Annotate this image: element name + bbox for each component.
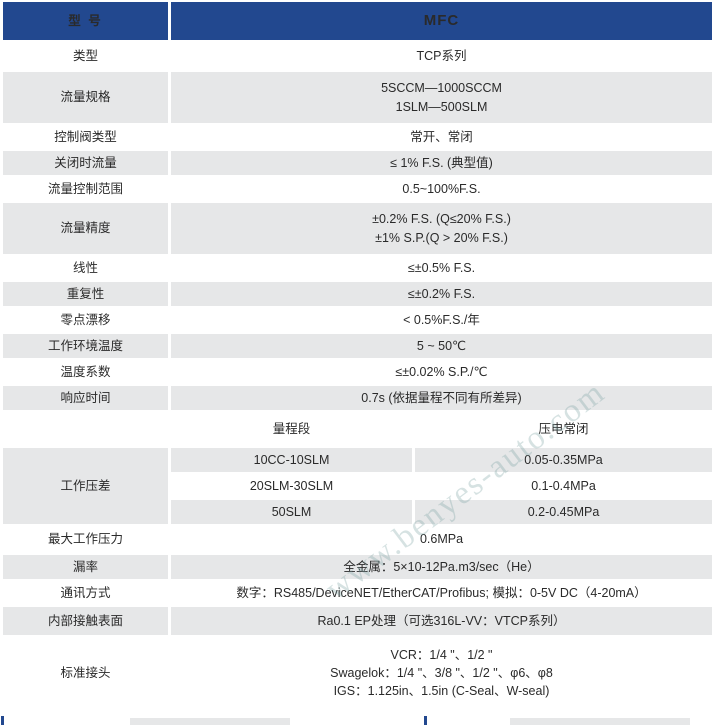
table-row: 通讯方式 数字：RS485/DeviceNET/EtherCAT/Profibu… xyxy=(3,581,712,605)
table-row: 漏率 全金属：5×10-12Pa.m3/sec（He） xyxy=(3,555,712,579)
pressure-value: 0.1-0.4MPa xyxy=(415,474,712,498)
row-value-line: ≤±0.2% F.S. xyxy=(407,286,476,301)
row-value-line: 5 ~ 50℃ xyxy=(416,338,467,353)
row-label: 零点漂移 xyxy=(3,308,168,332)
row-value-line: 数字：RS485/DeviceNET/EtherCAT/Profibus; 模拟… xyxy=(236,585,647,600)
row-label: 通讯方式 xyxy=(3,581,168,605)
row-value: 0.7s (依据量程不同有所差异) xyxy=(171,386,712,410)
table-row: 响应时间 0.7s (依据量程不同有所差异) xyxy=(3,386,712,410)
table-row: 流量精度 ±0.2% F.S. (Q≤20% F.S.) ±1% S.P.(Q … xyxy=(3,203,712,254)
row-label: 温度系数 xyxy=(3,360,168,384)
row-value: TCP系列 xyxy=(171,42,712,70)
table-header-row: 型 号 MFC xyxy=(3,2,712,40)
row-value-line: < 0.5%F.S./年 xyxy=(403,312,480,327)
pressure-range: 10CC-10SLM xyxy=(171,448,412,472)
pressure-block-spacer xyxy=(3,412,168,446)
row-value-line: 0.6MPa xyxy=(419,532,464,547)
row-label: 响应时间 xyxy=(3,386,168,410)
row-label: 最大工作压力 xyxy=(3,526,168,553)
row-value-line: 常开、常闭 xyxy=(410,129,473,144)
row-value-line: Ra0.1 EP处理（可选316L-VV：VTCP系列） xyxy=(317,613,566,628)
row-value: 常开、常闭 xyxy=(171,125,712,149)
row-label: 线性 xyxy=(3,256,168,280)
row-label: 内部接触表面 xyxy=(3,607,168,635)
pressure-subheader-pressure: 压电常闭 xyxy=(415,412,712,446)
row-value-line: ±1% S.P.(Q > 20% F.S.) xyxy=(375,230,508,245)
row-label: 流量控制范围 xyxy=(3,177,168,201)
row-label: 工作环境温度 xyxy=(3,334,168,358)
row-value-line: 5SCCM—1000SCCM xyxy=(381,81,502,96)
pressure-row: 工作压差 10CC-10SLM 0.05-0.35MPa xyxy=(3,448,712,524)
row-value-line: IGS：1.125in、1.5in (C-Seal、W-seal) xyxy=(333,684,550,699)
row-value-line: VCR：1/4 "、1/2 " xyxy=(390,647,493,662)
row-value-line: ±0.2% F.S. (Q≤20% F.S.) xyxy=(372,212,511,227)
row-value: < 0.5%F.S./年 xyxy=(171,308,712,332)
pressure-range: 20SLM-30SLM xyxy=(171,474,412,498)
row-value-line: ≤±0.5% F.S. xyxy=(407,260,476,275)
row-value-line: 1SLM—500SLM xyxy=(395,99,488,114)
row-label: 漏率 xyxy=(3,555,168,579)
row-label: 重复性 xyxy=(3,282,168,306)
row-value: 5 ~ 50℃ xyxy=(171,334,712,358)
table-row: 标准接头 VCR：1/4 "、1/2 " Swagelok：1/4 "、3/8 … xyxy=(3,637,712,709)
row-value: ±0.2% F.S. (Q≤20% F.S.) ±1% S.P.(Q > 20%… xyxy=(171,203,712,254)
table-row: 线性 ≤±0.5% F.S. xyxy=(3,256,712,280)
table-row: 控制阀类型 常开、常闭 xyxy=(3,125,712,149)
pressure-range: 50SLM xyxy=(171,500,412,524)
row-label: 流量规格 xyxy=(3,72,168,123)
row-label: 类型 xyxy=(3,42,168,70)
row-value: 0.5~100%F.S. xyxy=(171,177,712,201)
row-label: 流量精度 xyxy=(3,203,168,254)
row-value-line: ≤±0.02% S.P./℃ xyxy=(395,364,488,379)
edge-tick-left xyxy=(1,716,4,725)
row-value: Ra0.1 EP处理（可选316L-VV：VTCP系列） xyxy=(171,607,712,635)
row-value: VCR：1/4 "、1/2 " Swagelok：1/4 "、3/8 "、1/2… xyxy=(171,637,712,709)
row-value: ≤ 1% F.S. (典型值) xyxy=(171,151,712,175)
row-label: 工作压差 xyxy=(3,448,168,524)
row-value-line: TCP系列 xyxy=(416,48,467,63)
table-row: 最大工作压力 0.6MPa xyxy=(3,526,712,553)
row-value: 0.6MPa xyxy=(171,526,712,553)
table-row: 关闭时流量 ≤ 1% F.S. (典型值) xyxy=(3,151,712,175)
row-value-line: 0.7s (依据量程不同有所差异) xyxy=(361,390,522,405)
pressure-row: 20SLM-30SLM 0.1-0.4MPa xyxy=(3,474,712,498)
table-row: 类型 TCP系列 xyxy=(3,42,712,70)
edge-faint-left xyxy=(130,718,290,725)
row-label: 控制阀类型 xyxy=(3,125,168,149)
row-label: 标准接头 xyxy=(3,637,168,709)
table-row: 重复性 ≤±0.2% F.S. xyxy=(3,282,712,306)
row-value-line: 0.5~100%F.S. xyxy=(402,181,481,196)
row-value-line: Swagelok：1/4 "、3/8 "、1/2 "、φ6、φ8 xyxy=(330,665,553,680)
pressure-subheader-row: 量程段 压电常闭 xyxy=(3,412,712,446)
table-row: 流量规格 5SCCM—1000SCCM 1SLM—500SLM xyxy=(3,72,712,123)
table-row: 工作环境温度 5 ~ 50℃ xyxy=(3,334,712,358)
row-value: 全金属：5×10-12Pa.m3/sec（He） xyxy=(171,555,712,579)
table-row: 流量控制范围 0.5~100%F.S. xyxy=(3,177,712,201)
row-label: 关闭时流量 xyxy=(3,151,168,175)
header-cell-mfc: MFC xyxy=(171,2,712,40)
edge-tick-right xyxy=(424,716,427,725)
row-value-line: 全金属：5×10-12Pa.m3/sec（He） xyxy=(343,559,540,574)
edge-faint-right xyxy=(510,718,690,725)
table-row: 零点漂移 < 0.5%F.S./年 xyxy=(3,308,712,332)
row-value: 5SCCM—1000SCCM 1SLM—500SLM xyxy=(171,72,712,123)
bottom-edge-remnant xyxy=(0,716,712,725)
row-value-line: ≤ 1% F.S. (典型值) xyxy=(390,155,493,170)
row-value: ≤±0.2% F.S. xyxy=(171,282,712,306)
table-row: 温度系数 ≤±0.02% S.P./℃ xyxy=(3,360,712,384)
row-value: 数字：RS485/DeviceNET/EtherCAT/Profibus; 模拟… xyxy=(171,581,712,605)
pressure-subheader-range: 量程段 xyxy=(171,412,412,446)
pressure-value: 0.05-0.35MPa xyxy=(415,448,712,472)
pressure-value: 0.2-0.45MPa xyxy=(415,500,712,524)
pressure-row: 50SLM 0.2-0.45MPa xyxy=(3,500,712,524)
header-cell-model: 型 号 xyxy=(3,2,168,40)
row-value: ≤±0.02% S.P./℃ xyxy=(171,360,712,384)
table-row: 内部接触表面 Ra0.1 EP处理（可选316L-VV：VTCP系列） xyxy=(3,607,712,635)
row-value: ≤±0.5% F.S. xyxy=(171,256,712,280)
